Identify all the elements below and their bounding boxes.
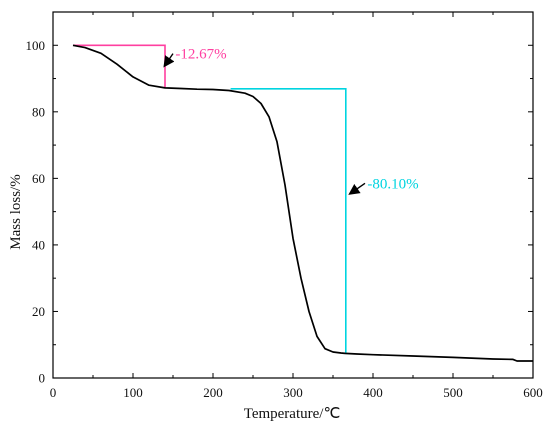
annotation-arrow-2	[348, 182, 366, 195]
x-tick-label: 300	[283, 385, 303, 400]
series-line-1	[72, 44, 533, 362]
axes: 0 100 200 300 400 500 600 0 20 40 60 80 100	[26, 11, 543, 400]
y-tick-label: 40	[32, 237, 45, 252]
x-tick-label: 0	[50, 385, 57, 400]
y-tick-label: 60	[32, 171, 45, 186]
y-tick-label: 0	[39, 371, 46, 386]
x-tick-label: 400	[363, 385, 383, 400]
step-bracket-2	[230, 88, 347, 354]
x-tick-label: 200	[203, 385, 223, 400]
step-bracket-1	[73, 44, 166, 88]
plot-frame	[52, 11, 534, 379]
x-tick-label: 500	[443, 385, 463, 400]
annotation-label-2: -80.10%	[367, 176, 418, 192]
plot-area: -12.67% -80.10%	[72, 44, 533, 362]
x-axis-title: Temperature/℃	[244, 406, 341, 422]
y-tick-label: 20	[32, 304, 45, 319]
y-tick-label: 80	[32, 104, 45, 119]
y-tick-label: 100	[26, 38, 46, 53]
annotation-label-1: -12.67%	[175, 47, 226, 63]
annotation-arrow-1	[163, 53, 175, 68]
x-tick-label: 600	[523, 385, 543, 400]
x-tick-label: 100	[123, 385, 143, 400]
y-axis-title: Mass loss/%	[8, 174, 24, 249]
